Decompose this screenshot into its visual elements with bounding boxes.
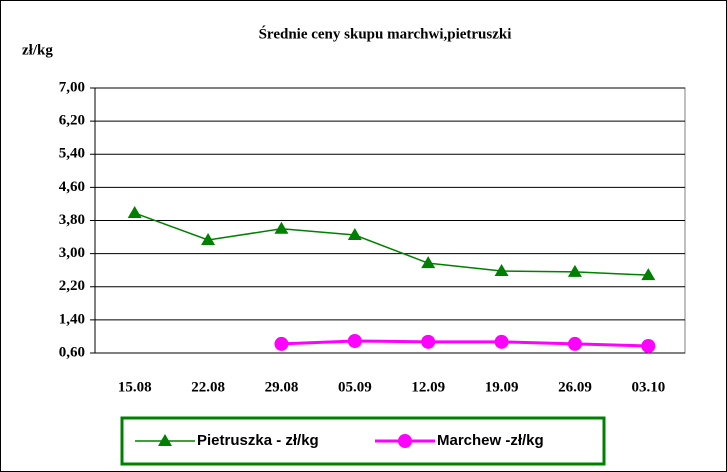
data-point <box>274 221 289 234</box>
legend-label: Marchew -zł/kg <box>437 432 544 449</box>
y-tick-label: 2,20 <box>59 278 85 294</box>
y-tick-label: 7,00 <box>59 79 85 95</box>
data-point <box>201 232 216 245</box>
y-tick-label: 4,60 <box>59 179 85 195</box>
legend-marker <box>398 434 412 448</box>
data-point <box>494 334 509 349</box>
data-point <box>347 333 362 348</box>
data-point <box>641 338 656 353</box>
x-tick-label: 12.09 <box>411 379 445 395</box>
data-point <box>641 268 656 281</box>
y-tick-label: 6,20 <box>59 113 85 129</box>
x-tick-label: 22.08 <box>191 379 225 395</box>
data-point <box>421 334 436 349</box>
x-tick-label: 26.09 <box>558 379 592 395</box>
y-tick-label: 3,80 <box>59 212 85 228</box>
data-point <box>421 256 436 269</box>
data-point <box>127 206 142 219</box>
y-tick-label: 5,40 <box>59 146 85 162</box>
data-point <box>347 227 362 240</box>
x-tick-label: 19.09 <box>485 379 519 395</box>
chart-title: Średnie ceny skupu marchwi,pietruszki <box>259 25 512 42</box>
legend-label: Pietruszka - zł/kg <box>197 432 319 449</box>
y-tick-label: 0,60 <box>59 344 85 360</box>
data-point <box>567 264 582 277</box>
series-line <box>134 212 649 276</box>
legend <box>120 416 606 466</box>
y-axis-label: zł/kg <box>22 42 53 58</box>
y-tick-label: 3,00 <box>59 245 85 261</box>
y-tick-label: 1,40 <box>59 311 85 327</box>
x-tick-label: 29.08 <box>265 379 299 395</box>
x-tick-label: 15.08 <box>118 379 152 395</box>
data-point <box>274 336 289 351</box>
x-tick-label: 05.09 <box>338 379 372 395</box>
series-line <box>281 339 649 348</box>
data-point <box>494 264 509 277</box>
legend-marker <box>158 434 172 446</box>
data-point <box>567 336 582 351</box>
x-tick-label: 03.10 <box>631 379 665 395</box>
